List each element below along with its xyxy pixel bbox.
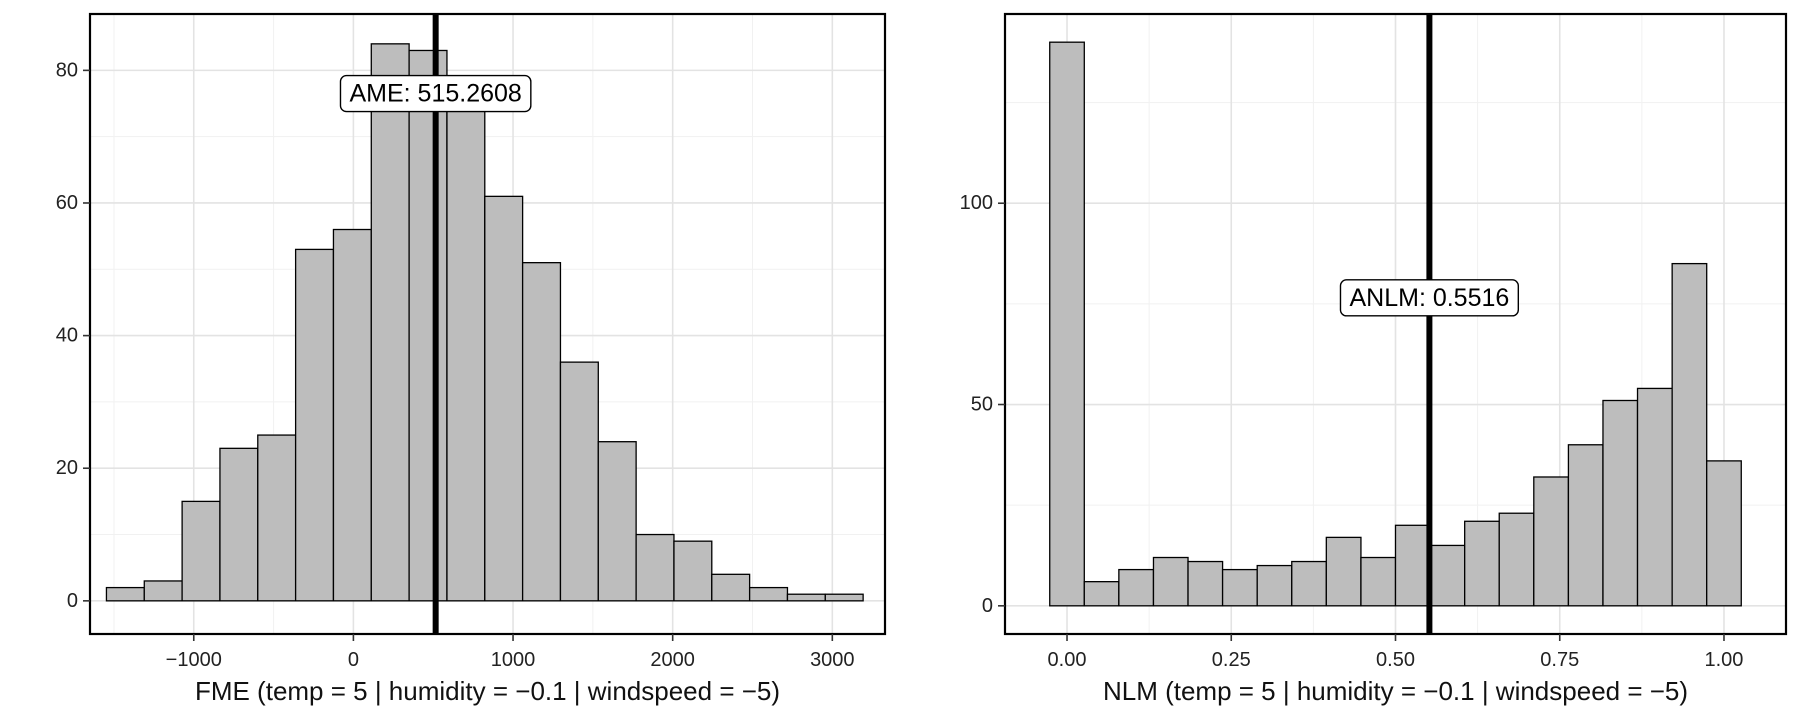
fme-panel: AME: 515.2608 0 20 40 60 80 −1000 0 1000 2000 3000… — [56, 12, 887, 706]
histogram-bar — [559, 361, 599, 602]
y-tick-label: 20 — [56, 457, 78, 479]
annotation-box — [339, 74, 532, 113]
histogram-bar — [1221, 568, 1258, 607]
x-tick-label: −1000 — [166, 649, 222, 671]
annotation-box — [1339, 279, 1520, 317]
histogram-bar — [521, 262, 562, 602]
mean-annotation: ANLM: 0.5516 — [1339, 279, 1520, 317]
histogram-bar — [219, 447, 259, 602]
histogram-bar — [294, 248, 335, 602]
y-tick-label: 40 — [56, 325, 78, 347]
histogram-bar — [105, 586, 145, 602]
histogram-bar — [1464, 520, 1500, 607]
x-tick-label: 0.75 — [1540, 649, 1579, 671]
y-tick-label: 0 — [67, 590, 78, 612]
x-tick-label: 1.00 — [1705, 649, 1744, 671]
x-axis-title: NLM (temp = 5 | humidity = −0.1 | windsp… — [1103, 676, 1688, 706]
histogram-bar — [257, 434, 297, 602]
y-tick-label: 0 — [982, 595, 993, 617]
histogram-bar — [1291, 560, 1327, 607]
annotation-label: ANLM: 0.5516 — [1349, 284, 1509, 312]
y-tick-label: 80 — [56, 59, 78, 81]
histogram-bar — [408, 49, 448, 602]
histogram-bar — [824, 593, 864, 602]
histogram-bar — [332, 228, 372, 602]
histogram-bar — [1636, 387, 1673, 607]
histogram-bar — [1256, 564, 1293, 607]
histogram-bar — [1671, 262, 1708, 607]
histogram-bar — [1083, 581, 1120, 607]
histogram-bar — [370, 43, 410, 602]
annotation-label: AME: 515.2608 — [349, 80, 521, 108]
mean-annotation: AME: 515.2608 — [339, 74, 532, 113]
panel-border — [88, 12, 887, 636]
histogram-bar — [1429, 544, 1466, 607]
histogram-bar — [786, 593, 826, 602]
histogram-bar — [711, 573, 751, 602]
histogram-bar — [446, 102, 486, 602]
x-tick-label: 0 — [348, 649, 359, 671]
x-axis-title: FME (temp = 5 | humidity = −0.1 | windsp… — [195, 676, 780, 706]
histogram-bar — [1498, 512, 1535, 607]
nlm-panel: ANLM: 0.5516 0 50 100 0.00 0.25 0.50 0.75 1.00 NL… — [960, 12, 1788, 706]
histogram-bar — [1118, 568, 1155, 607]
histogram-bar — [635, 533, 675, 602]
histogram-bar — [484, 195, 524, 602]
histogram-bar — [143, 580, 183, 602]
histogram-bar — [1360, 556, 1397, 607]
histogram-bar — [1325, 536, 1362, 607]
x-tick-label: 3000 — [810, 649, 855, 671]
y-tick-label: 50 — [971, 394, 993, 416]
histogram-bar — [1567, 444, 1604, 607]
x-tick-label: 2000 — [650, 649, 695, 671]
histogram-bar — [1706, 460, 1742, 607]
histogram-bar — [673, 540, 713, 602]
y-tick-label: 60 — [56, 192, 78, 214]
histogram-bar — [748, 586, 789, 602]
x-tick-label: 0.50 — [1376, 649, 1415, 671]
histogram-bar — [181, 500, 221, 602]
x-tick-label: 1000 — [491, 649, 536, 671]
y-tick-label: 100 — [960, 192, 993, 214]
histogram-bar — [1152, 556, 1189, 607]
histogram-bar — [1602, 399, 1639, 607]
x-tick-label: 0.00 — [1048, 649, 1087, 671]
histogram-bar — [597, 441, 637, 602]
histogram-bar — [1533, 476, 1570, 607]
histogram-bar — [1394, 524, 1431, 607]
histogram-bar — [1049, 41, 1085, 607]
histogram-bar — [1187, 560, 1224, 607]
x-tick-label: 0.25 — [1212, 649, 1251, 671]
